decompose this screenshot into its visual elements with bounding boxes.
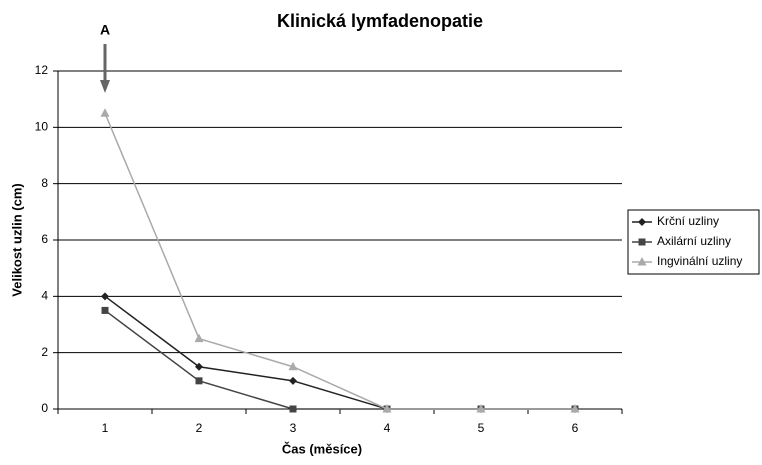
y-tick-label: 8 [41,176,48,190]
legend-label: Ingvinální uzliny [657,254,742,268]
marker [570,404,580,413]
series-line [104,112,575,410]
marker [476,404,486,413]
marker [289,405,297,413]
marker [195,377,203,385]
y-tick-label: 12 [35,63,49,77]
legend-marker [638,218,646,226]
marker [289,376,297,385]
marker [101,292,109,301]
x-tick-label: 2 [196,421,203,435]
legend-label: Axilární uzliny [657,234,731,248]
y-tick-label: 4 [41,289,48,303]
x-tick-label: 5 [478,421,485,435]
y-tick-label: 6 [41,232,48,246]
marker [100,108,110,117]
marker [195,362,203,371]
y-tick-label: 2 [41,345,48,359]
marker [101,306,109,314]
marker [288,361,298,371]
x-tick-label: 1 [102,421,109,435]
marker [194,333,204,343]
annotation-arrowhead [100,80,110,93]
legend-marker [638,238,646,246]
legend-label: Krční uzliny [657,214,719,228]
x-tick-label: 6 [572,421,579,435]
annotation: A [100,22,110,38]
legend-marker [637,257,647,266]
x-tick-label: 3 [290,421,297,435]
marker [382,404,392,413]
x-axis-label: Čas (měsíce) [282,441,362,456]
x-tick-label: 4 [384,421,391,435]
y-tick-label: 0 [41,401,48,415]
y-axis-label: Velikost uzlin (cm) [9,183,24,296]
chart-title: Klinická lymfadenopatie [277,11,483,31]
y-tick-label: 10 [35,120,49,134]
